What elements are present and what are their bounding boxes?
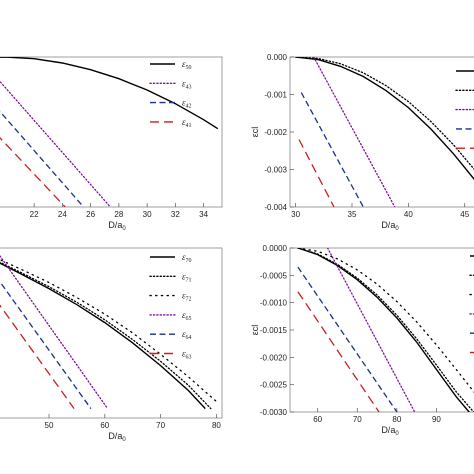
x-tick-label: 30 [291, 210, 300, 219]
x-tick-label: 70 [353, 415, 362, 424]
series-line-1 [297, 248, 471, 412]
series-group [0, 57, 219, 207]
legend-label-sub: 64 [186, 335, 192, 341]
x-tick-label: 22 [30, 210, 39, 219]
x-tick-label: 26 [86, 210, 95, 219]
y-tick-label: -0.0005 [260, 271, 288, 280]
series-line-6 [297, 291, 380, 412]
series-line-3 [0, 110, 85, 207]
y-tick-label: -0.003 [264, 166, 287, 175]
series-line-3 [297, 248, 474, 394]
series-line-1 [295, 57, 474, 181]
x-tick-label: 28 [114, 210, 123, 219]
series-line-1 [0, 262, 206, 410]
legend-label-3: ε42 [182, 98, 192, 110]
series-line-5 [298, 139, 335, 207]
legend-label-sub: 41 [186, 123, 192, 129]
legend-label-4: ε41 [182, 117, 192, 129]
series-line-2 [0, 261, 212, 410]
series-line-5 [297, 266, 398, 412]
chart-panel-2: 30 35 40 45 0.000 -0.001 -0.002 -0.003 -0.004 D/a… [250, 53, 474, 232]
y-tick-label: -0.0025 [260, 381, 288, 390]
legend-label-1: ε50 [182, 59, 192, 71]
legend: ε70 ε71 ε72 ε65 ε64 ε63 [149, 252, 192, 361]
x-axis-label-sub: 0 [122, 437, 126, 443]
x-axis-label-sub: 0 [395, 431, 399, 437]
series-line-2 [294, 57, 474, 171]
series-line-6 [0, 304, 75, 409]
y-tick-label: -0.002 [264, 128, 287, 137]
y-tick-label: 0.0000 [263, 244, 288, 253]
legend [469, 255, 474, 354]
x-tick-label: 60 [313, 415, 322, 424]
x-tick-label: 30 [143, 210, 152, 219]
x-axis-label: D/a0 [381, 220, 399, 232]
series-line-4 [0, 136, 66, 207]
legend-label-sub: 43 [186, 84, 192, 90]
x-axis-label: D/a0 [108, 220, 126, 232]
x-axis-label-sub: 0 [122, 226, 126, 232]
legend-label-sub: 63 [186, 355, 192, 361]
legend-label-3: ε72 [182, 291, 192, 303]
y-tick-label: -0.001 [264, 91, 287, 100]
legend [455, 70, 474, 149]
y-tick-label: -0.0015 [260, 326, 288, 335]
series-line-1 [0, 57, 219, 130]
legend-label-4: ε65 [182, 310, 192, 322]
series-line-5 [0, 280, 92, 409]
plot-frame [0, 247, 223, 419]
y-tick-label: -0.0020 [260, 353, 288, 362]
x-tick-label: 50 [45, 421, 54, 430]
plot-frame [0, 56, 223, 208]
x-tick-label: 45 [460, 210, 469, 219]
x-tick-label: 80 [212, 421, 221, 430]
series-line-2 [0, 80, 112, 207]
series-group [0, 254, 218, 410]
legend-label-6: ε63 [182, 349, 192, 361]
x-axis-label-sub: 0 [395, 226, 399, 232]
x-tick-label: 34 [199, 210, 208, 219]
y-axis-label: εcl [250, 127, 260, 138]
series-group [297, 248, 474, 412]
x-tick-label: 60 [100, 421, 109, 430]
legend-label-sub: 71 [186, 277, 192, 283]
y-tick-label: 0.000 [267, 53, 288, 62]
legend-label-2: ε43 [182, 78, 192, 90]
plot-frame [289, 247, 474, 413]
series-line-3 [313, 57, 396, 207]
chart-panel-3: 50 60 70 80 D/a0 ε70 ε71 ε72 ε65 ε64 ε63 [0, 247, 223, 443]
series-line-4 [300, 92, 364, 207]
x-tick-label: 32 [171, 210, 180, 219]
x-axis-label: D/a0 [381, 425, 399, 437]
series-group [294, 57, 474, 207]
x-tick-label: 35 [348, 210, 357, 219]
legend-label-sub: 50 [186, 65, 192, 71]
plot-frame [289, 56, 474, 208]
y-tick-label: -0.004 [264, 203, 287, 212]
x-tick-label: 90 [432, 415, 441, 424]
x-axis-label: D/a0 [108, 431, 126, 443]
legend: ε50 ε43 ε42 ε41 [149, 59, 192, 129]
legend-label-sub: 42 [186, 104, 192, 110]
chart-panel-1: 22 24 26 28 30 32 34 D/a0 ε50 ε43 ε42 ε41 [0, 56, 223, 232]
chart-panel-4: 60 70 80 90 0.0000 -0.0005 -0.0010 -0.0015 -0.00… [250, 244, 474, 437]
legend-label-sub: 65 [186, 316, 192, 322]
series-line-4 [0, 254, 109, 410]
x-tick-label: 24 [58, 210, 67, 219]
x-tick-label: 80 [392, 415, 401, 424]
x-tick-label: 40 [404, 210, 413, 219]
y-axis-label: εcl [250, 325, 260, 336]
legend-label-5: ε64 [182, 329, 192, 341]
legend-label-1: ε70 [182, 252, 192, 264]
x-tick-label: 70 [156, 421, 165, 430]
series-line-4 [326, 248, 416, 412]
legend-label-sub: 72 [186, 297, 192, 303]
legend-label-sub: 70 [186, 258, 192, 264]
series-line-2 [297, 248, 474, 412]
legend-label-2: ε71 [182, 271, 192, 283]
y-tick-label: -0.0010 [260, 299, 288, 308]
y-tick-label: -0.0030 [260, 408, 288, 417]
